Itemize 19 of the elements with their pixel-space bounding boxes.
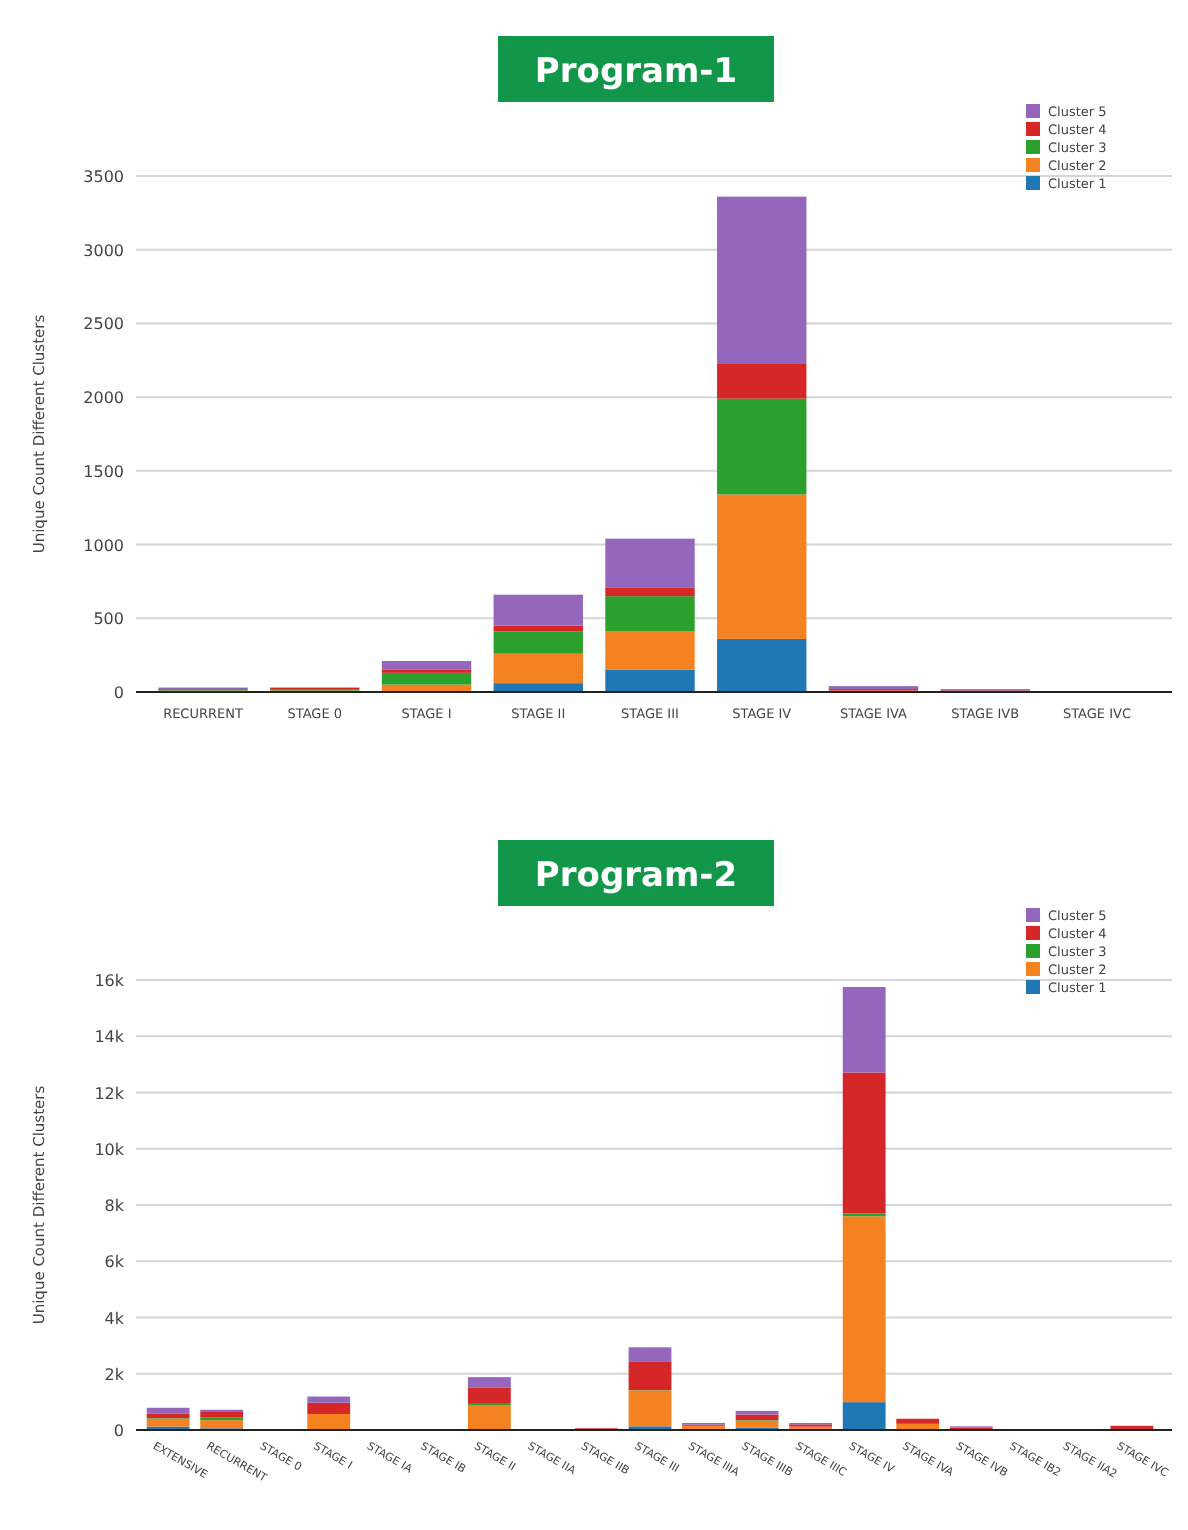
y-tick-label: 6k bbox=[104, 1253, 125, 1272]
y-tick-label: 1000 bbox=[83, 536, 124, 555]
y-tick-label: 10k bbox=[94, 1140, 125, 1159]
y-tick-label: 12k bbox=[94, 1084, 125, 1103]
y-tick-label: 14k bbox=[94, 1028, 125, 1047]
y-tick-label: 2k bbox=[104, 1365, 125, 1384]
y-tick-label: 8k bbox=[104, 1197, 125, 1215]
chart-title: Program-1 bbox=[534, 52, 738, 92]
y-tick-label: 500 bbox=[93, 610, 124, 629]
y-tick-label: 1500 bbox=[83, 462, 124, 481]
y-tick-label: 4k bbox=[104, 1309, 125, 1328]
y-tick-label: 0 bbox=[113, 684, 124, 702]
y-tick-label: 3500 bbox=[83, 168, 124, 186]
y-tick-label: 3000 bbox=[83, 241, 124, 260]
y-tick-label: 0 bbox=[113, 1422, 124, 1440]
y-tick-label: 2500 bbox=[83, 315, 124, 334]
y-tick-label: 2000 bbox=[83, 389, 124, 408]
y-tick-label: 16k bbox=[94, 972, 125, 990]
chart-title: Program-2 bbox=[534, 856, 738, 896]
